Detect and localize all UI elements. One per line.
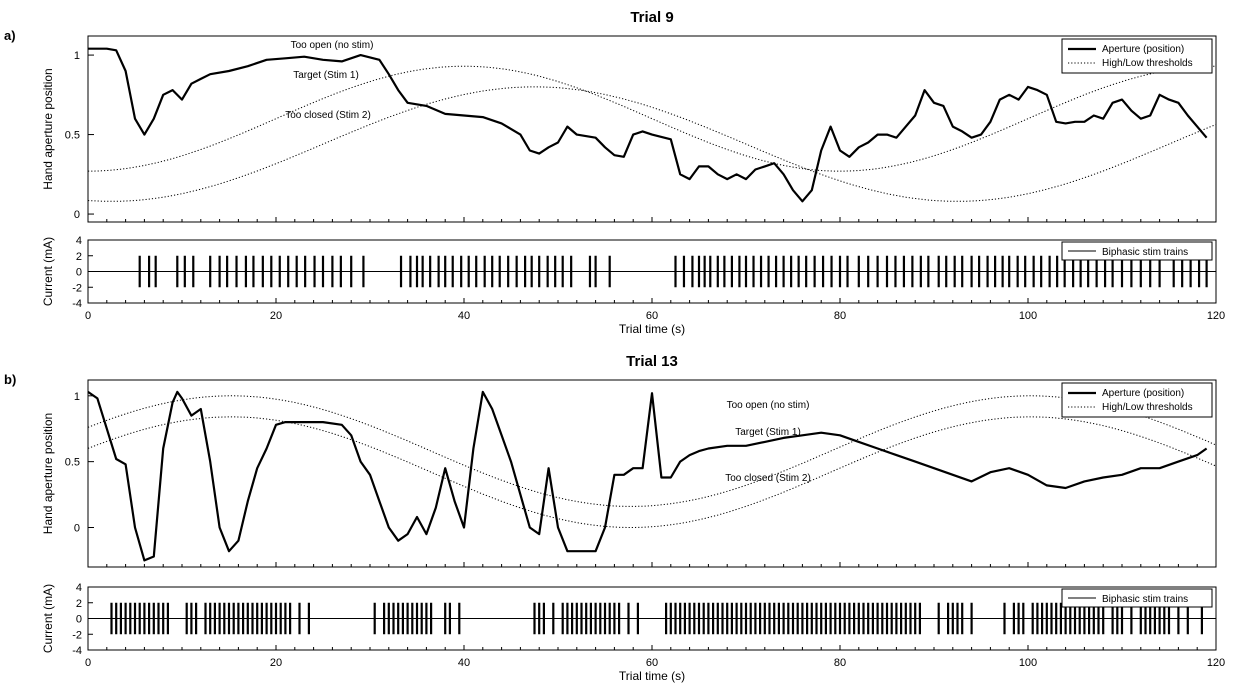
legend-label-thresholds: High/Low thresholds [1102, 58, 1193, 69]
annotation-target: Target (Stim 1) [293, 70, 359, 81]
stim-y-axis-label: Current (mA) [41, 584, 55, 653]
x-axis-label: Trial time (s) [619, 322, 685, 336]
stim-y-axis-label: Current (mA) [41, 237, 55, 306]
threshold-line-high [88, 65, 1216, 172]
stim-y-tick-label: -2 [72, 282, 82, 294]
legend-box [1061, 382, 1213, 418]
x-tick-label: 100 [1019, 310, 1037, 322]
x-tick-label: 120 [1207, 310, 1225, 322]
x-tick-label: 20 [270, 657, 282, 669]
stim-y-tick-label: -4 [72, 298, 82, 310]
y-axis-label: Hand aperture position [41, 68, 55, 189]
x-tick-label: 20 [270, 310, 282, 322]
y-tick-label: 0.5 [65, 130, 80, 142]
legend-label-aperture: Aperture (position) [1102, 388, 1184, 399]
panel-title: Trial 9 [630, 9, 673, 26]
x-tick-label: 120 [1207, 657, 1225, 669]
y-tick-label: 0 [74, 522, 80, 534]
panel-letter: b) [4, 372, 16, 387]
x-tick-label: 40 [458, 310, 470, 322]
y-tick-label: 0.5 [65, 457, 80, 469]
y-tick-label: 0 [74, 209, 80, 221]
x-tick-label: 100 [1019, 657, 1037, 669]
stim-y-tick-label: 2 [76, 598, 82, 610]
y-axis-label: Hand aperture position [41, 413, 55, 534]
annotation-target: Target (Stim 1) [735, 427, 801, 438]
stim-y-tick-label: 4 [76, 582, 82, 594]
stim-y-tick-label: -2 [72, 629, 82, 641]
stim-y-tick-label: -4 [72, 645, 82, 657]
annotation-too-open: Too open (no stim) [727, 400, 810, 411]
legend-label-thresholds: High/Low thresholds [1102, 402, 1193, 413]
x-tick-label: 40 [458, 657, 470, 669]
panel-title: Trial 13 [626, 353, 678, 370]
x-tick-label: 0 [85, 310, 91, 322]
x-axis-label: Trial time (s) [619, 669, 685, 683]
legend-label-aperture: Aperture (position) [1102, 44, 1184, 55]
stim-y-tick-label: 0 [76, 267, 82, 279]
annotation-too-open: Too open (no stim) [291, 40, 374, 51]
stim-y-tick-label: 2 [76, 251, 82, 263]
annotation-too-closed: Too closed (Stim 2) [285, 110, 371, 121]
panel-letter: a) [4, 28, 16, 43]
stim-y-tick-label: 4 [76, 235, 82, 247]
x-tick-label: 60 [646, 310, 658, 322]
aperture-line [88, 47, 1208, 203]
stim-legend-label: Biphasic stim trains [1102, 247, 1188, 258]
x-tick-label: 80 [834, 310, 846, 322]
annotation-too-closed: Too closed (Stim 2) [725, 473, 811, 484]
x-tick-label: 80 [834, 657, 846, 669]
stim-y-tick-label: 0 [76, 614, 82, 626]
x-tick-label: 60 [646, 657, 658, 669]
x-tick-label: 0 [85, 657, 91, 669]
y-tick-label: 1 [74, 50, 80, 62]
stim-legend-label: Biphasic stim trains [1102, 594, 1188, 605]
threshold-line-high [87, 395, 1217, 507]
y-tick-label: 1 [74, 391, 80, 403]
threshold-line-low [87, 416, 1217, 528]
stim-legend-box [1061, 588, 1213, 608]
aperture-line [87, 390, 1208, 562]
legend-box [1061, 38, 1213, 74]
stim-legend-box [1061, 241, 1213, 261]
aperture-axes-frame [87, 379, 1217, 568]
threshold-line-low [87, 86, 1217, 202]
